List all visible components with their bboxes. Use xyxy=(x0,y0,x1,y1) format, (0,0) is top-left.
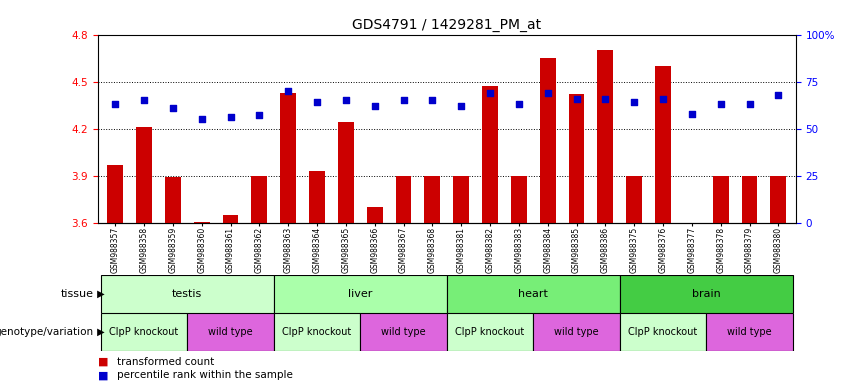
Point xyxy=(137,98,151,104)
Text: wild type: wild type xyxy=(728,327,772,337)
Point xyxy=(195,116,208,122)
Text: testis: testis xyxy=(172,289,203,299)
Bar xyxy=(274,313,360,351)
Bar xyxy=(568,94,585,223)
Point xyxy=(656,96,670,102)
Bar xyxy=(100,313,187,351)
Point xyxy=(714,101,728,107)
Text: wild type: wild type xyxy=(381,327,426,337)
Text: ▶: ▶ xyxy=(94,327,104,337)
Bar xyxy=(338,122,354,223)
Bar xyxy=(454,176,469,223)
Bar xyxy=(194,222,209,223)
Point xyxy=(368,103,381,109)
Point xyxy=(569,96,583,102)
Text: transformed count: transformed count xyxy=(117,357,214,367)
Point xyxy=(454,103,468,109)
Point xyxy=(426,98,439,104)
Point xyxy=(397,98,410,104)
Point xyxy=(166,105,180,111)
Text: wild type: wild type xyxy=(208,327,253,337)
Text: tissue: tissue xyxy=(60,289,94,299)
Text: liver: liver xyxy=(348,289,373,299)
Bar xyxy=(165,177,180,223)
Bar xyxy=(511,176,527,223)
Bar xyxy=(770,176,786,223)
Point xyxy=(512,101,526,107)
Bar xyxy=(360,313,447,351)
Point xyxy=(598,96,612,102)
Bar xyxy=(620,313,706,351)
Bar xyxy=(280,93,296,223)
Bar xyxy=(534,313,620,351)
Text: ■: ■ xyxy=(98,357,108,367)
Point xyxy=(541,90,555,96)
Point xyxy=(339,98,352,104)
Bar xyxy=(187,313,274,351)
Text: wild type: wild type xyxy=(554,327,599,337)
Point xyxy=(108,101,122,107)
Bar xyxy=(107,165,123,223)
Text: heart: heart xyxy=(518,289,548,299)
Bar xyxy=(597,50,614,223)
Text: ClpP knockout: ClpP knockout xyxy=(283,327,351,337)
Bar xyxy=(274,275,447,313)
Bar xyxy=(655,66,671,223)
Bar xyxy=(309,171,325,223)
Bar xyxy=(223,215,238,223)
Text: genotype/variation: genotype/variation xyxy=(0,327,94,337)
Text: ClpP knockout: ClpP knockout xyxy=(628,327,698,337)
Bar xyxy=(483,86,498,223)
Text: percentile rank within the sample: percentile rank within the sample xyxy=(117,370,293,380)
Point xyxy=(627,99,641,105)
Bar xyxy=(706,313,793,351)
Bar xyxy=(396,176,411,223)
Text: ▶: ▶ xyxy=(94,289,104,299)
Bar xyxy=(626,176,643,223)
Bar xyxy=(367,207,383,223)
Bar xyxy=(100,275,274,313)
Bar xyxy=(741,176,757,223)
Bar xyxy=(620,275,793,313)
Point xyxy=(253,113,266,119)
Point xyxy=(282,88,295,94)
Text: brain: brain xyxy=(692,289,721,299)
Bar xyxy=(540,58,556,223)
Bar xyxy=(251,176,267,223)
Point xyxy=(685,111,699,117)
Point xyxy=(772,92,785,98)
Point xyxy=(224,114,237,121)
Bar xyxy=(684,223,700,246)
Bar xyxy=(713,176,728,223)
Text: ClpP knockout: ClpP knockout xyxy=(110,327,179,337)
Text: ClpP knockout: ClpP knockout xyxy=(455,327,525,337)
Bar xyxy=(447,313,534,351)
Text: ■: ■ xyxy=(98,370,108,380)
Bar xyxy=(447,275,620,313)
Point xyxy=(743,101,757,107)
Title: GDS4791 / 1429281_PM_at: GDS4791 / 1429281_PM_at xyxy=(352,18,541,32)
Bar xyxy=(425,176,440,223)
Point xyxy=(311,99,324,105)
Bar xyxy=(136,127,152,223)
Point xyxy=(483,90,497,96)
